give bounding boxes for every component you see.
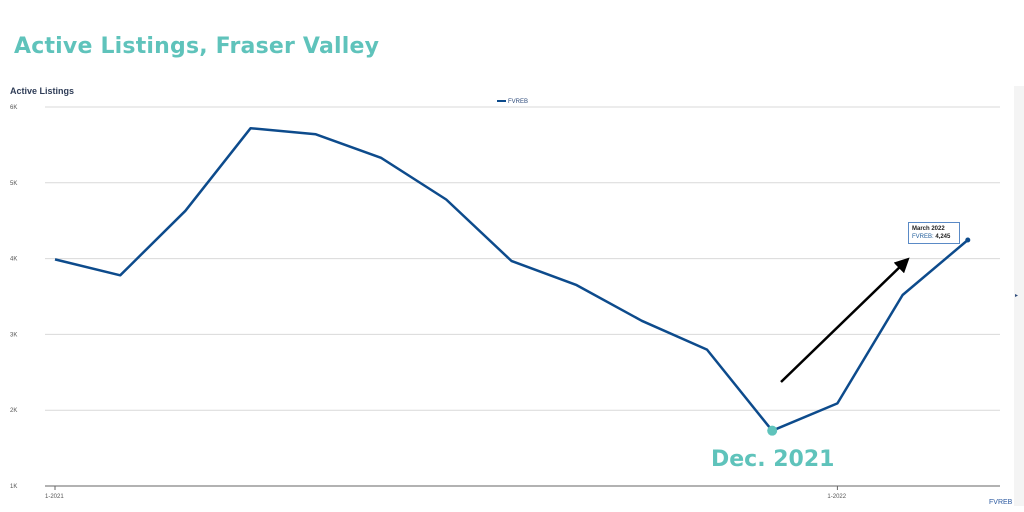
y-tick-label: 3K [10, 332, 17, 338]
page-title: Active Listings, Fraser Valley [14, 34, 380, 59]
scroll-panel[interactable] [1014, 86, 1024, 506]
tooltip-date: March 2022 [912, 226, 945, 232]
y-tick-label: 1K [10, 484, 17, 490]
scroll-arrow-icon[interactable]: ▸ [1015, 292, 1019, 299]
arrow-line [780, 257, 910, 383]
y-tick-label: 5K [10, 181, 17, 187]
dec-2021-callout: Dec. 2021 [711, 447, 834, 472]
data-tooltip: March 2022 FVREB: 4,245 [908, 222, 960, 244]
y-tick-label: 6K [10, 105, 17, 111]
series-fvreb [54, 126, 971, 432]
annotation: Dec. 2021 [711, 425, 834, 472]
chart-title: Active Listings [10, 86, 75, 96]
axes: 1K 2K 3K 4K 5K 6K 1-2021 1-2022 [10, 105, 1000, 500]
y-tick-label: 2K [10, 408, 17, 414]
series-line [54, 126, 969, 432]
x-tick-label: 1-2022 [827, 494, 846, 500]
y-tick-label: 4K [10, 257, 17, 263]
legend: FVREB [497, 99, 528, 105]
data-point-dec-2021 [767, 425, 778, 436]
tooltip-series: FVREB: [912, 234, 934, 240]
tooltip-value: 4,245 [935, 234, 951, 240]
data-point-march-2022 [965, 237, 971, 243]
gridlines [45, 106, 1000, 411]
legend-label: FVREB [508, 99, 528, 105]
x-tick-label: 1-2021 [45, 494, 64, 500]
source-label: FVREB [989, 499, 1013, 506]
trend-arrow [780, 257, 910, 383]
